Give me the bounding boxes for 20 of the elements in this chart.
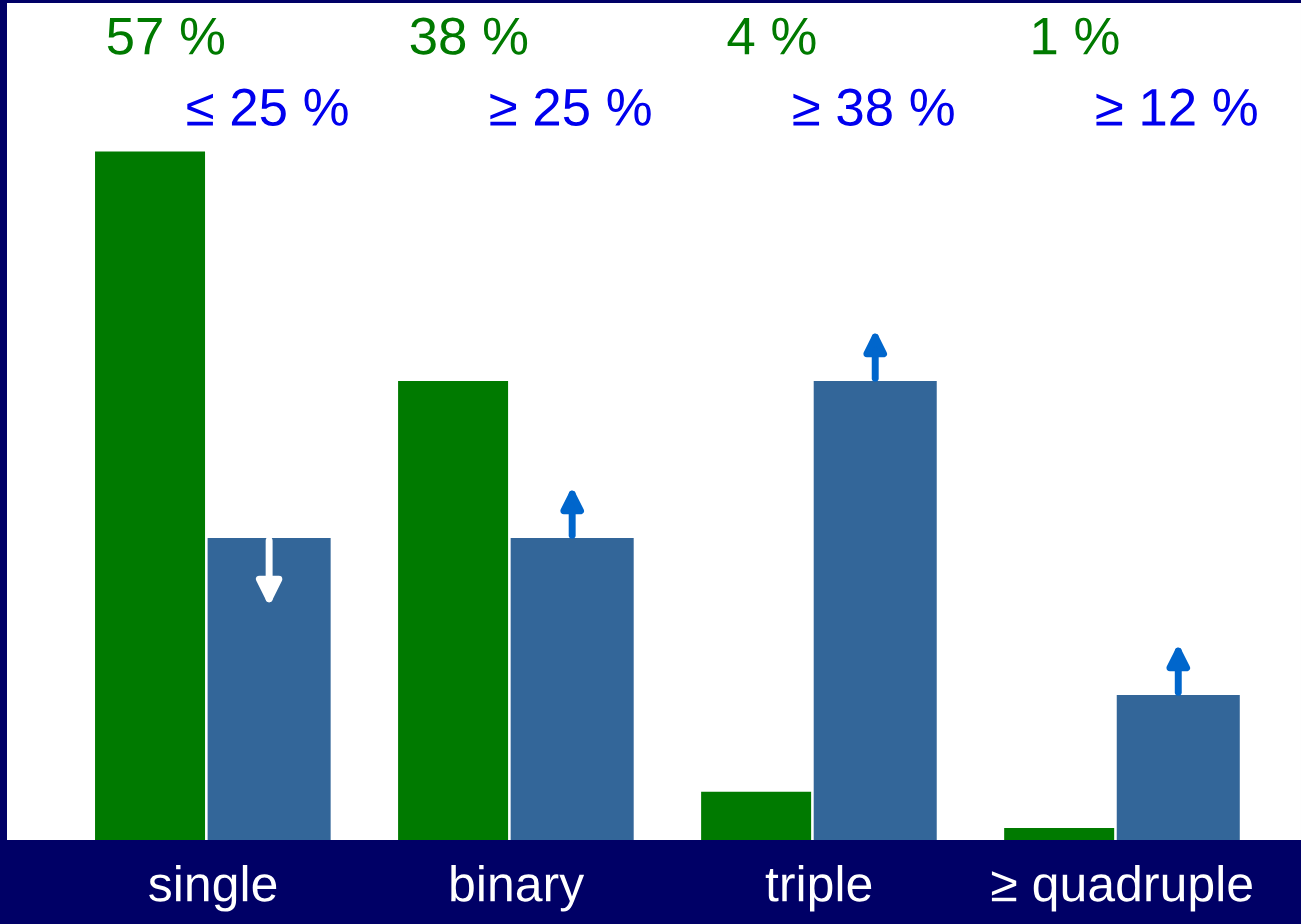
x-tick-label: binary (451, 865, 585, 912)
bar (813, 381, 937, 840)
bar (207, 538, 331, 840)
data-label: 1 % (1033, 17, 1119, 55)
data-label: 57 % (107, 17, 225, 55)
text: ≥ 12 % (1096, 88, 1257, 126)
data-label: 4 % (727, 17, 816, 55)
x-tick-label: single (149, 865, 277, 912)
text: ≥ 25 % (490, 88, 651, 126)
bar (510, 538, 634, 840)
bar (95, 151, 206, 840)
bar (398, 381, 509, 840)
bar (701, 791, 812, 840)
bar (1004, 827, 1115, 840)
x-tick-label: triple (765, 865, 872, 912)
text: ≤ 25 % (187, 88, 348, 126)
text: ≥ 38 % (793, 88, 954, 126)
data-label: 38 % (410, 17, 528, 55)
bar (1116, 695, 1240, 840)
x-tick-label: ≥ quadruple (991, 865, 1252, 912)
